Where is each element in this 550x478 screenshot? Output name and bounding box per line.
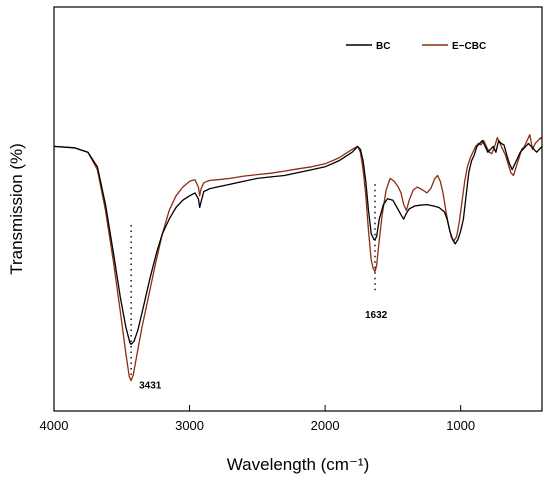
x-tick-label: 4000 [40, 418, 69, 433]
x-axis-title: Wavelength (cm⁻¹) [227, 455, 369, 474]
x-tick-label: 3000 [175, 418, 204, 433]
series-line-ecbc [53, 134, 543, 382]
peak-label-1632: 1632 [365, 310, 388, 321]
series-layer [53, 134, 543, 382]
x-axis-ticks: 4000 3000 2000 1000 [40, 405, 475, 433]
series-line-bc [53, 139, 543, 345]
peak-label-3431: 3431 [139, 381, 162, 392]
x-tick-label: 1000 [446, 418, 475, 433]
legend: BC E−CBC [346, 41, 486, 52]
plot-frame [53, 6, 543, 412]
legend-label-bc: BC [376, 41, 390, 52]
legend-label-ecbc: E−CBC [452, 41, 486, 52]
x-tick-label: 2000 [311, 418, 340, 433]
y-axis-title: Transmission (%) [7, 143, 26, 275]
annotation-layer: 3431 1632 [130, 184, 388, 392]
